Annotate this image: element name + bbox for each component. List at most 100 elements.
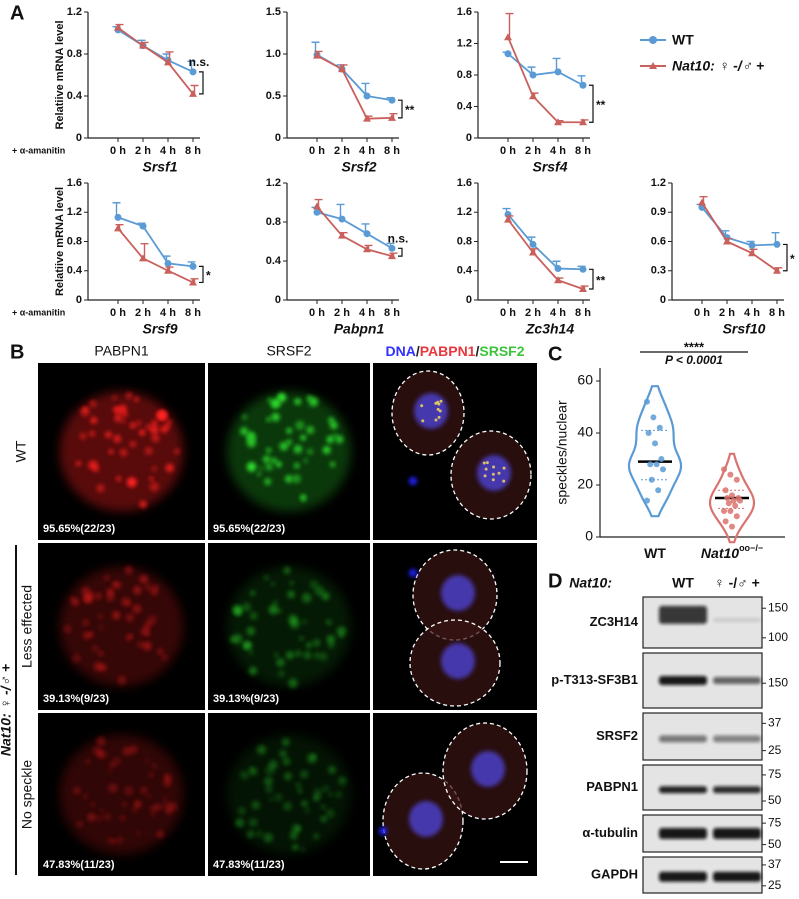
speckle (249, 612, 258, 620)
speckle (294, 398, 302, 405)
significance-bracket (398, 99, 403, 119)
speckle (114, 413, 123, 423)
series-line (117, 227, 194, 284)
speckle (139, 429, 146, 436)
chart-title: Srsf4 (532, 159, 567, 175)
speckle (268, 759, 278, 770)
speckle (229, 636, 237, 643)
speckle (300, 494, 306, 500)
speckle (256, 471, 262, 477)
chart-title: Srsf1 (142, 159, 177, 175)
chart-title: Zc3h14 (525, 321, 574, 337)
speckle (71, 653, 81, 663)
speckle (151, 420, 158, 427)
speckle (122, 746, 132, 756)
speckle (285, 651, 295, 660)
speckle (286, 427, 293, 434)
speckle (309, 580, 319, 589)
significance-bracket (398, 247, 403, 257)
point (164, 58, 172, 66)
series-line (507, 219, 584, 290)
speckle (99, 808, 104, 813)
speckle (246, 438, 256, 448)
speckle (140, 786, 148, 794)
micrograph (208, 543, 370, 710)
data-point (729, 523, 735, 530)
speckle (144, 583, 153, 591)
speckle (438, 409, 442, 413)
point (698, 198, 706, 206)
speckle (439, 399, 443, 403)
point (748, 241, 756, 249)
micrograph (38, 543, 205, 710)
speckle (270, 400, 279, 408)
speckle (267, 397, 273, 403)
micrograph (38, 363, 205, 540)
speckle (240, 427, 249, 436)
point (114, 23, 122, 31)
data-point (725, 500, 732, 507)
series-line (316, 211, 393, 250)
cell-outline (391, 370, 465, 456)
header-part: / (416, 343, 420, 359)
speckle (124, 565, 133, 575)
band (659, 871, 707, 882)
point (189, 278, 197, 286)
speckle (125, 634, 133, 641)
header-part: PABPN1 (420, 343, 476, 359)
speckle (96, 736, 106, 746)
speckle (146, 793, 151, 799)
y-tick-label: 0 (466, 132, 472, 144)
point (554, 118, 562, 126)
protein-label: GAPDH (591, 866, 638, 881)
speckle (265, 785, 273, 794)
speckle (237, 807, 246, 815)
series-line (507, 53, 584, 87)
speckle (149, 482, 159, 492)
y-tick-label: 1.2 (457, 206, 472, 218)
series-line (117, 216, 194, 268)
y-tick-label: 20 (577, 476, 593, 492)
speckle (328, 417, 335, 424)
speckle (281, 738, 290, 747)
point (554, 276, 562, 284)
marker-label: 37 (768, 716, 782, 730)
nucleus (471, 751, 505, 787)
y-tick-label: 0.4 (266, 255, 282, 267)
speckle (437, 415, 441, 419)
y-tick-label: 0.5 (266, 90, 281, 102)
speckle (312, 639, 321, 647)
x-tick-label: 2 h (719, 307, 735, 319)
point (529, 240, 537, 248)
speckle (122, 802, 128, 807)
x-tick-label: 4 h (550, 307, 566, 319)
speckle (282, 757, 291, 766)
speckle (88, 591, 95, 598)
point (164, 266, 172, 274)
speckle (306, 425, 315, 435)
speckle (232, 605, 243, 616)
lane-label: ♀ -/♂ + (714, 575, 760, 591)
marker-label: 100 (768, 630, 788, 644)
speckle (76, 460, 81, 466)
point (554, 68, 562, 76)
speckle (335, 791, 342, 798)
speckle (336, 626, 347, 636)
speckle (286, 439, 292, 446)
speckle (112, 395, 117, 400)
data-point (647, 461, 654, 468)
x-tick-label: 0 h (110, 307, 126, 319)
y-tick-label: 1.2 (651, 177, 666, 189)
speckle (271, 412, 280, 422)
x-tick-label: 8 h (384, 145, 400, 157)
y-tick-label: 0.8 (67, 48, 82, 60)
speckle (320, 804, 326, 810)
y-tick-label: 0 (660, 294, 666, 306)
data-point (645, 430, 652, 436)
chart-title: Srsf10 (723, 321, 766, 337)
speckle (276, 608, 282, 614)
point (189, 89, 197, 97)
debris (409, 569, 417, 577)
speckle (135, 801, 140, 806)
speckle (164, 773, 172, 782)
